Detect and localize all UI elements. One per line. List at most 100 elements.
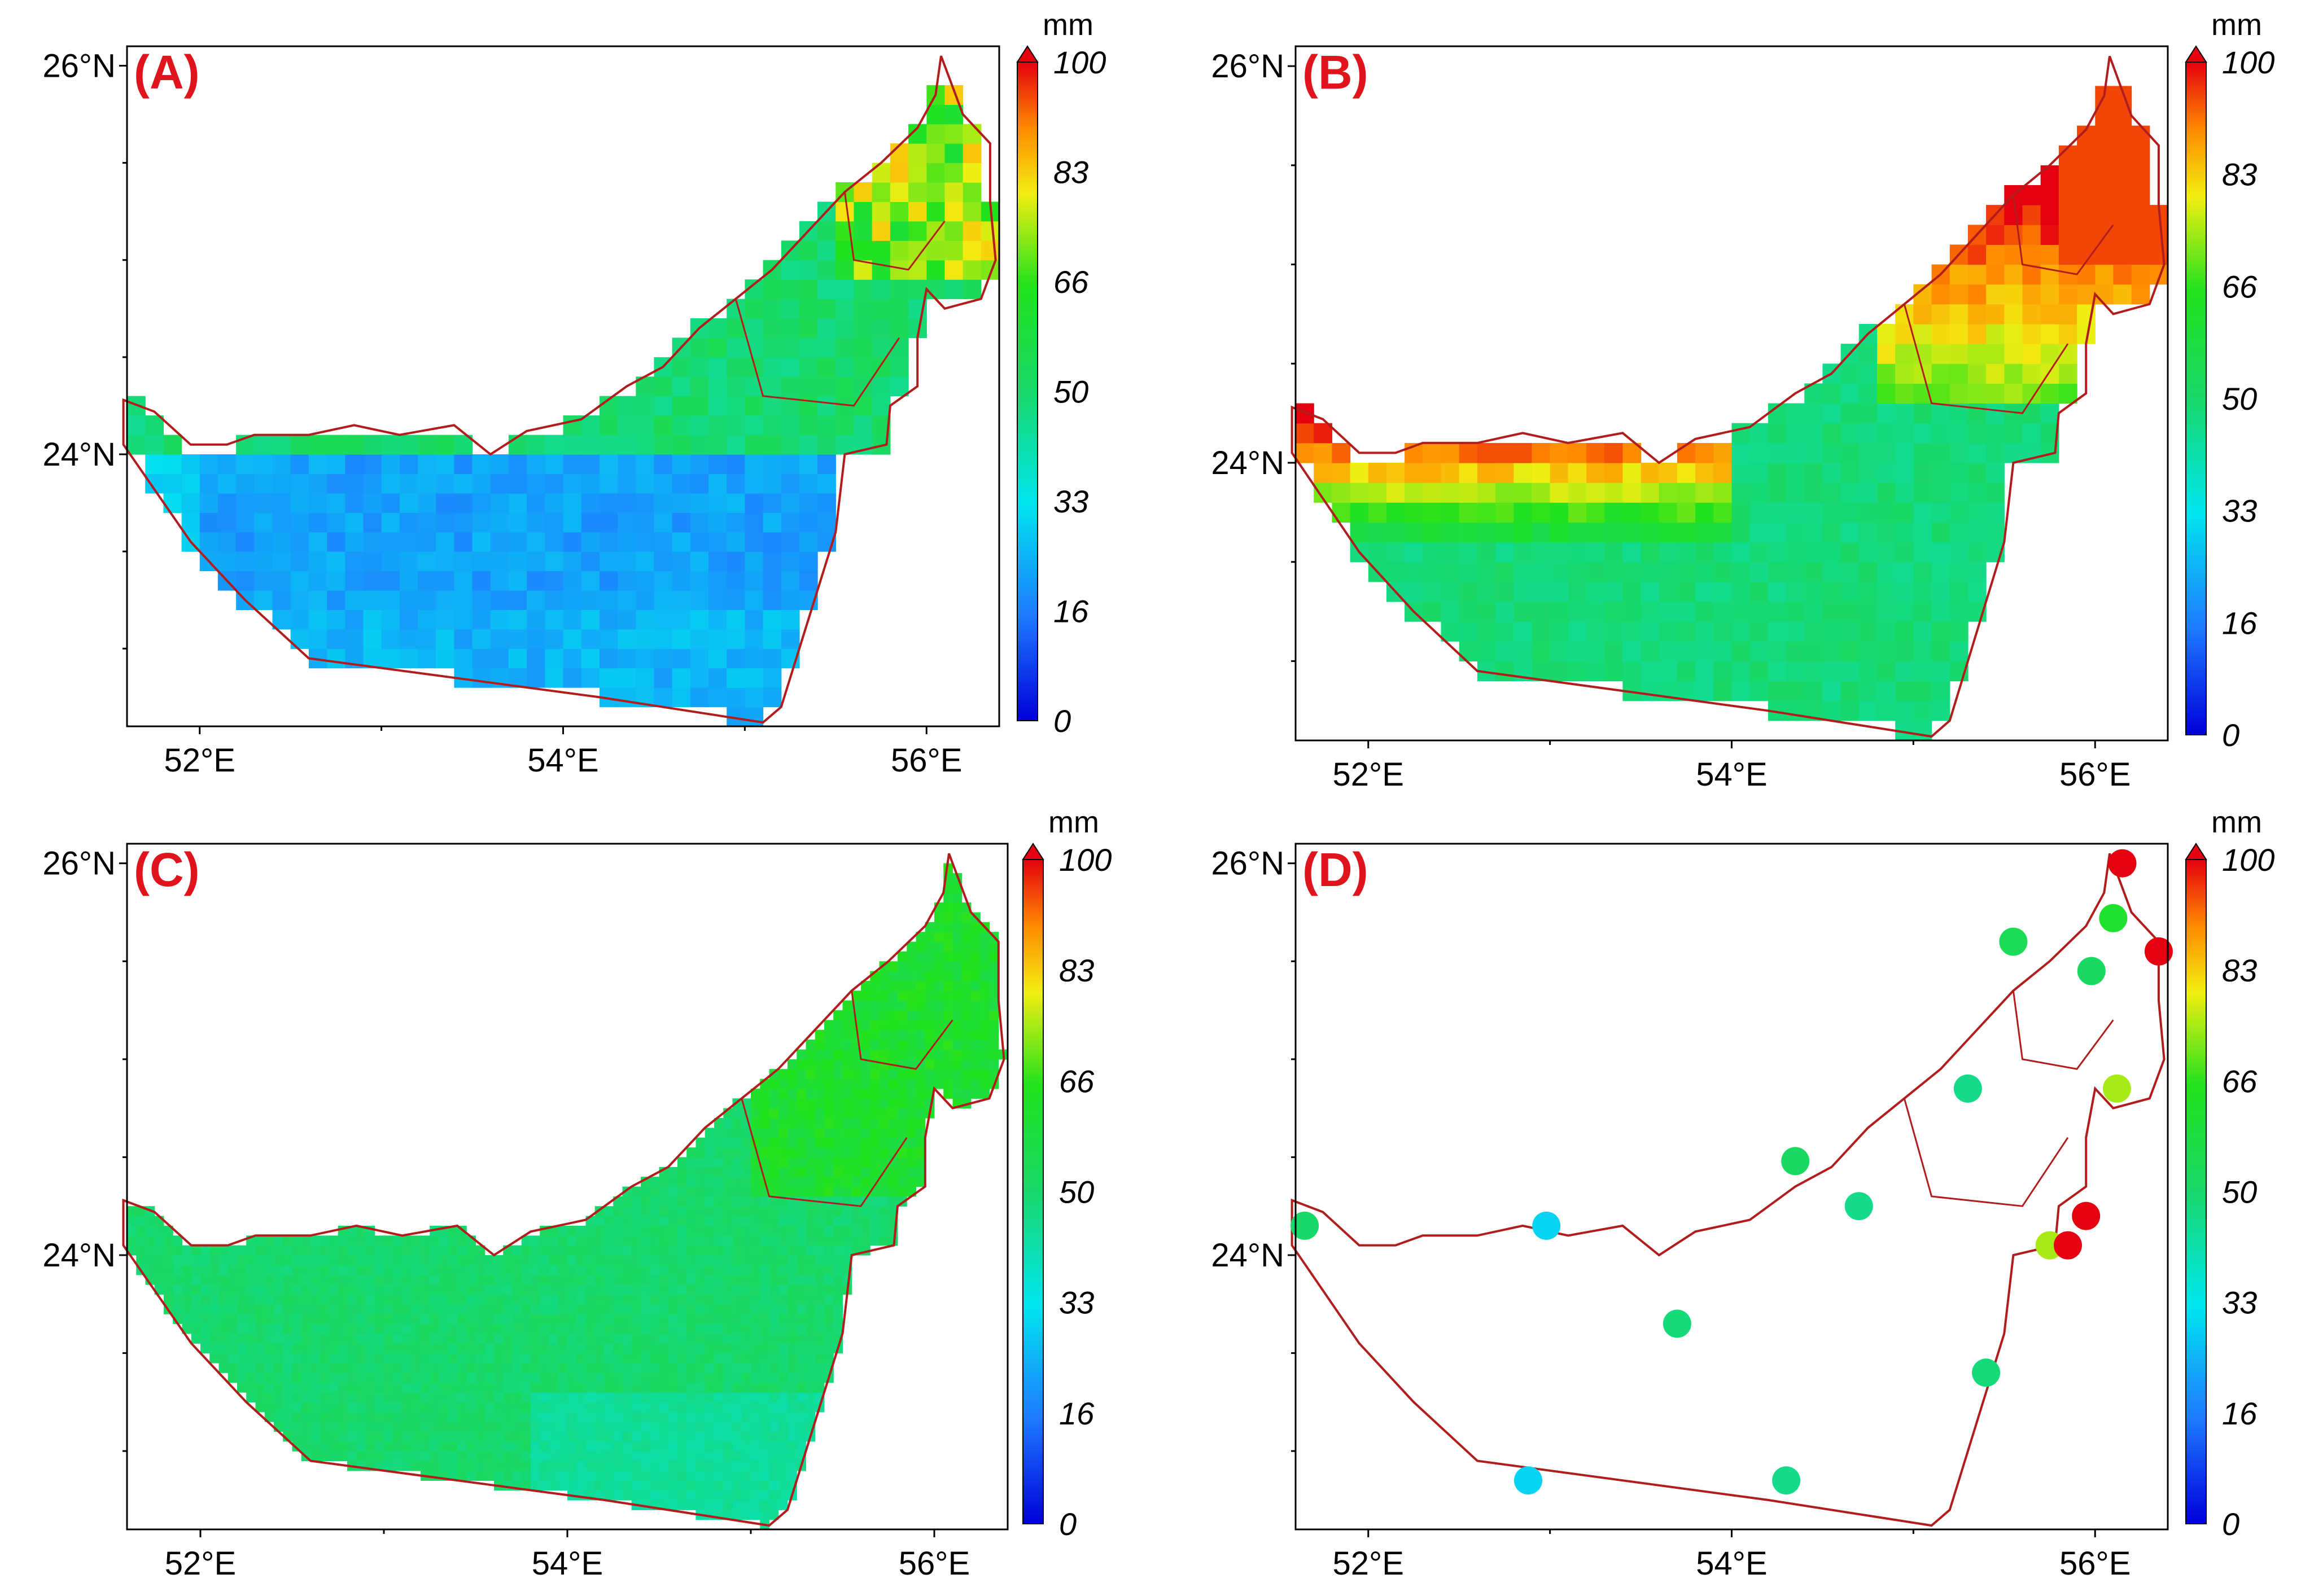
grid-cell xyxy=(1368,502,1387,523)
grid-cell xyxy=(475,1294,485,1305)
grid-cell xyxy=(1768,562,1787,582)
grid-cell xyxy=(861,1147,870,1158)
grid-cell xyxy=(1731,602,1751,622)
grid-cell xyxy=(2058,205,2077,225)
grid-cell xyxy=(594,1382,605,1393)
grid-cell xyxy=(824,1098,834,1109)
grid-cell xyxy=(898,1078,907,1089)
grid-cell xyxy=(290,435,309,455)
grid-cell xyxy=(778,1225,788,1236)
grid-cell xyxy=(421,1255,430,1265)
grid-cell xyxy=(308,473,327,494)
grid-cell xyxy=(861,1177,870,1187)
grid-cell xyxy=(540,1265,549,1275)
grid-cell xyxy=(1441,522,1460,543)
grid-cell xyxy=(641,1451,650,1462)
grid-cell xyxy=(599,668,618,688)
grid-cell xyxy=(576,1461,586,1471)
grid-cell xyxy=(594,1284,605,1295)
grid-cell xyxy=(650,1304,659,1314)
grid-cell xyxy=(1568,562,1587,582)
grid-cell xyxy=(576,1314,586,1325)
grid-cell xyxy=(310,1245,320,1256)
grid-cell xyxy=(512,1304,522,1314)
grid-cell xyxy=(540,1373,549,1383)
grid-cell xyxy=(741,1255,751,1265)
grid-cell xyxy=(861,1078,870,1089)
grid-cell xyxy=(472,551,491,572)
grid-cell xyxy=(272,571,291,591)
grid-cell xyxy=(952,932,963,942)
grid-cell xyxy=(1495,641,1514,661)
grid-cell xyxy=(817,357,836,377)
grid-cell xyxy=(1877,363,1896,384)
grid-cell xyxy=(503,1373,513,1383)
grid-cell xyxy=(421,1333,430,1344)
grid-cell xyxy=(907,1069,916,1080)
grid-cell xyxy=(264,1382,274,1393)
grid-cell xyxy=(952,1049,963,1060)
grid-cell xyxy=(907,1147,916,1158)
grid-cell xyxy=(472,668,491,688)
grid-cell xyxy=(815,1382,825,1393)
grid-cell xyxy=(1423,442,1442,463)
grid-cell xyxy=(1731,522,1751,543)
grid-cell xyxy=(310,1373,320,1383)
grid-cell xyxy=(1677,522,1696,543)
grid-cell xyxy=(173,1255,182,1265)
grid-cell xyxy=(677,1304,687,1314)
grid-cell xyxy=(817,318,836,338)
grid-cell xyxy=(760,1461,769,1471)
grid-cell xyxy=(209,1323,219,1334)
grid-cell xyxy=(934,951,944,962)
grid-cell xyxy=(672,590,691,610)
grid-cell xyxy=(540,1255,549,1265)
grid-cell xyxy=(971,990,981,1001)
grid-cell xyxy=(1804,661,1823,682)
grid-cell xyxy=(310,1255,320,1265)
grid-cell xyxy=(430,1373,439,1383)
grid-cell xyxy=(1622,581,1642,602)
grid-cell xyxy=(751,1235,760,1246)
grid-cell xyxy=(763,512,782,533)
grid-cell xyxy=(1477,542,1496,563)
grid-cell xyxy=(384,1441,393,1452)
grid-cell xyxy=(1967,581,1987,602)
grid-cell xyxy=(879,1186,889,1197)
grid-cell xyxy=(1804,403,1823,424)
grid-cell xyxy=(545,629,564,649)
grid-cell xyxy=(971,1069,981,1080)
grid-cell xyxy=(654,648,673,669)
grid-cell xyxy=(283,1392,292,1402)
grid-cell xyxy=(769,1216,779,1226)
grid-cell xyxy=(1822,403,1841,424)
grid-cell xyxy=(301,1333,311,1344)
grid-cell xyxy=(356,1304,366,1314)
grid-cell xyxy=(272,473,291,494)
emirate-border xyxy=(851,990,953,1070)
grid-cell xyxy=(898,990,907,1001)
grid-cell xyxy=(1931,304,1950,325)
grid-cell xyxy=(1895,363,1914,384)
grid-cell xyxy=(650,1333,659,1344)
grid-cell xyxy=(494,1353,504,1363)
grid-cell xyxy=(1786,522,1805,543)
grid-cell xyxy=(1877,324,1896,344)
grid-cell xyxy=(604,1304,614,1314)
grid-cell xyxy=(781,590,800,610)
grid-cell xyxy=(191,1245,201,1256)
grid-cell xyxy=(677,1314,687,1325)
grid-cell xyxy=(797,1157,806,1168)
grid-cell xyxy=(695,1206,706,1217)
grid-cell xyxy=(1659,602,1678,622)
grid-cell xyxy=(898,1029,907,1040)
grid-cell xyxy=(760,1510,769,1520)
grid-cell xyxy=(763,610,782,630)
grid-cell xyxy=(641,1362,650,1373)
grid-cell xyxy=(778,1284,788,1295)
grid-cell xyxy=(264,1362,274,1373)
grid-cell xyxy=(338,1441,348,1452)
grid-cell xyxy=(254,571,273,591)
grid-cell xyxy=(439,1333,449,1344)
grid-cell xyxy=(916,1049,926,1060)
